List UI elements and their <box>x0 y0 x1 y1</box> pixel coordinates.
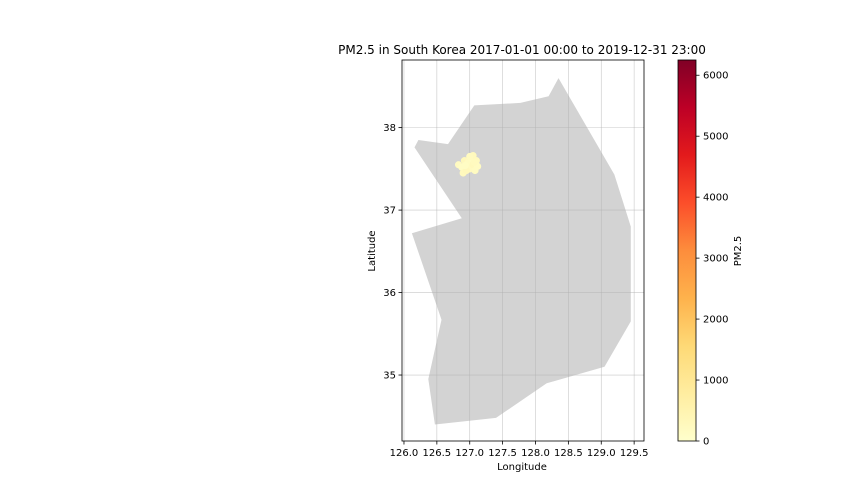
y-tick-label: 38 <box>383 123 396 134</box>
y-tick-label: 35 <box>383 371 396 382</box>
y-tick-label: 37 <box>383 206 396 217</box>
x-axis-label: Longitude <box>497 462 547 473</box>
colorbar-label: PM2.5 <box>733 236 744 267</box>
station-marker <box>466 152 474 161</box>
colorbar-tick-label: 2000 <box>703 315 728 326</box>
gridlines <box>402 60 644 441</box>
station-marker <box>470 158 478 166</box>
station-marker <box>461 161 469 170</box>
x-tick-label: 127.0 <box>455 448 484 459</box>
y-axis-ticks: 35 36 37 38 <box>383 123 402 382</box>
map-plot-area: 126.0 126.5 127.0 127.5 128.0 128.5 129.0 129.5… <box>383 59 649 459</box>
colorbar-tick-label: 1000 <box>703 376 728 387</box>
plot-frame <box>401 59 645 442</box>
y-tick-label: 36 <box>383 288 396 299</box>
x-tick-label: 129.5 <box>620 448 649 459</box>
x-tick-label: 128.5 <box>554 448 583 459</box>
x-tick-label: 129.0 <box>587 448 616 459</box>
colorbar-tick-label: 5000 <box>703 132 728 143</box>
colorbar-gradient <box>677 59 697 442</box>
x-tick-label: 126.0 <box>390 448 419 459</box>
chart-title: PM2.5 in South Korea 2017-01-01 00:00 to… <box>338 43 706 57</box>
y-axis-label: Latitude <box>367 230 378 271</box>
x-tick-label: 127.5 <box>488 448 517 459</box>
x-tick-label: 128.0 <box>521 448 550 459</box>
colorbar-tick-label: 3000 <box>703 254 728 265</box>
colorbar-ticks: 0 1000 2000 3000 4000 5000 6000 <box>696 71 728 448</box>
colorbar-tick-label: 0 <box>703 437 709 448</box>
colorbar: 0 1000 2000 3000 4000 5000 6000 PM2.5 <box>677 59 744 448</box>
colorbar-tick-label: 4000 <box>703 193 728 204</box>
x-tick-label: 126.5 <box>423 448 452 459</box>
station-markers <box>454 152 482 177</box>
south-korea-landmass <box>411 78 631 425</box>
colorbar-tick-label: 6000 <box>703 71 728 82</box>
x-axis-ticks: 126.0 126.5 127.0 127.5 128.0 128.5 129.0 129.5 <box>390 441 649 459</box>
